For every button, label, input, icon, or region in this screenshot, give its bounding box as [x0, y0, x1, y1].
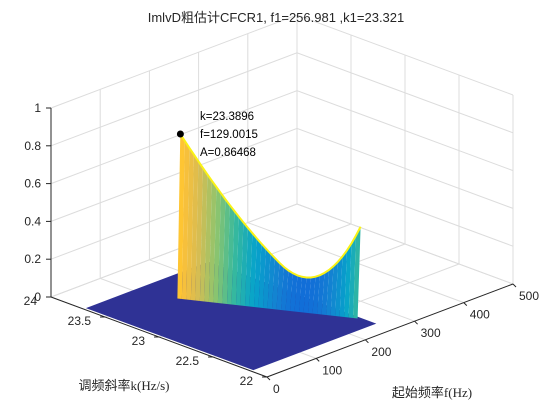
surface-crest	[179, 133, 362, 279]
surface-layer	[85, 133, 377, 371]
y-tick-label: 22	[240, 374, 254, 388]
x-tick-label: 500	[519, 289, 539, 303]
surface-face-31	[317, 272, 325, 315]
x-tick-label: 400	[470, 308, 490, 322]
wall-grid-z-2	[50, 127, 514, 222]
annotation-f: f=129.0015	[200, 129, 258, 141]
x-tick-label: 0	[273, 382, 280, 396]
x-tick-4	[463, 302, 468, 306]
surface-face-34	[330, 261, 338, 316]
x-tick-label: 200	[371, 345, 391, 359]
surface-face-37	[344, 243, 352, 318]
x-tick-0	[266, 376, 271, 381]
x-tick-1	[315, 358, 320, 362]
surface-face-17	[254, 238, 262, 308]
surface-face-28	[303, 277, 311, 313]
surface-face-16	[249, 233, 257, 307]
x-axis-label: 起始频率f(Hz)	[392, 385, 472, 400]
surface-face-36	[339, 250, 347, 317]
y-tick-label: 22.5	[176, 354, 200, 368]
x-tick-5	[512, 283, 517, 288]
peak-marker-group	[176, 130, 184, 138]
surface-face-32	[321, 270, 329, 315]
z-tick-label: 0	[34, 290, 41, 304]
surface-face-38	[348, 235, 356, 318]
y-tick-label: 23.5	[68, 314, 92, 328]
wall-grid-z-5	[50, 14, 514, 109]
peak-marker	[176, 130, 184, 138]
surface-face-20	[267, 253, 275, 309]
surface-face-15	[245, 227, 253, 307]
surface-face-3	[190, 154, 199, 301]
surface-face-5	[199, 167, 208, 302]
surface-face-39	[353, 226, 361, 319]
surface-face-14	[240, 222, 248, 306]
surface-face-27	[299, 276, 307, 313]
axes-box	[46, 107, 517, 381]
x-tick-3	[414, 320, 418, 325]
x-tick-label: 100	[322, 363, 342, 377]
surface-face-1	[181, 141, 190, 300]
surface-face-4	[195, 161, 203, 301]
surface-face-30	[312, 275, 320, 314]
surface-face-21	[272, 258, 280, 310]
y-tick-label: 23	[132, 334, 146, 348]
surface-face-13	[236, 216, 244, 306]
chart-title: ImlvD粗估计CFCR1, f1=256.981 ,k1=23.321	[148, 10, 405, 25]
y-axis-label: 调频斜率k(Hz/s)	[79, 378, 170, 393]
surface-face-18	[258, 243, 266, 308]
surface-face-2	[186, 147, 194, 300]
surface-face-9	[217, 193, 226, 304]
surface-face-10	[222, 199, 230, 304]
wall-grid-z-0	[50, 203, 514, 298]
surface-face-8	[213, 187, 221, 303]
surface-face-19	[263, 248, 271, 309]
tick-labels: 01002003004005002222.52323.52400.20.40.6…	[24, 101, 540, 396]
surface-face-33	[326, 266, 334, 316]
surface-face-11	[227, 205, 235, 305]
y-tick-label: 24	[24, 294, 38, 308]
z-tick-label: 1	[34, 101, 41, 115]
axis-edge-0	[266, 283, 514, 378]
surface-face-23	[281, 267, 289, 311]
wall-grid-z-3	[50, 90, 514, 185]
x-tick-2	[365, 339, 369, 344]
surface-face-26	[294, 275, 302, 312]
annotation-k: k=23.3896	[200, 111, 254, 123]
wall-grid-z-1	[50, 165, 514, 260]
surface-face-35	[335, 256, 343, 317]
surface-face-7	[208, 180, 217, 303]
surface-face-12	[231, 211, 239, 305]
surface-face-0	[177, 134, 185, 299]
surface-face-29	[308, 276, 316, 314]
wall-grid-z-4	[50, 52, 514, 147]
surface-face-24	[285, 270, 293, 311]
z-tick-label: 0.8	[24, 139, 41, 153]
surface-face-25	[290, 273, 298, 312]
surface-face-22	[276, 262, 284, 310]
z-tick-label: 0.6	[24, 177, 41, 191]
z-tick-label: 0.4	[24, 214, 41, 228]
annotation-A: A=0.86468	[200, 147, 256, 159]
surface-face-6	[204, 174, 212, 302]
surface-floor	[85, 261, 377, 371]
z-tick-label: 0.2	[24, 252, 41, 266]
x-tick-label: 300	[421, 326, 441, 340]
